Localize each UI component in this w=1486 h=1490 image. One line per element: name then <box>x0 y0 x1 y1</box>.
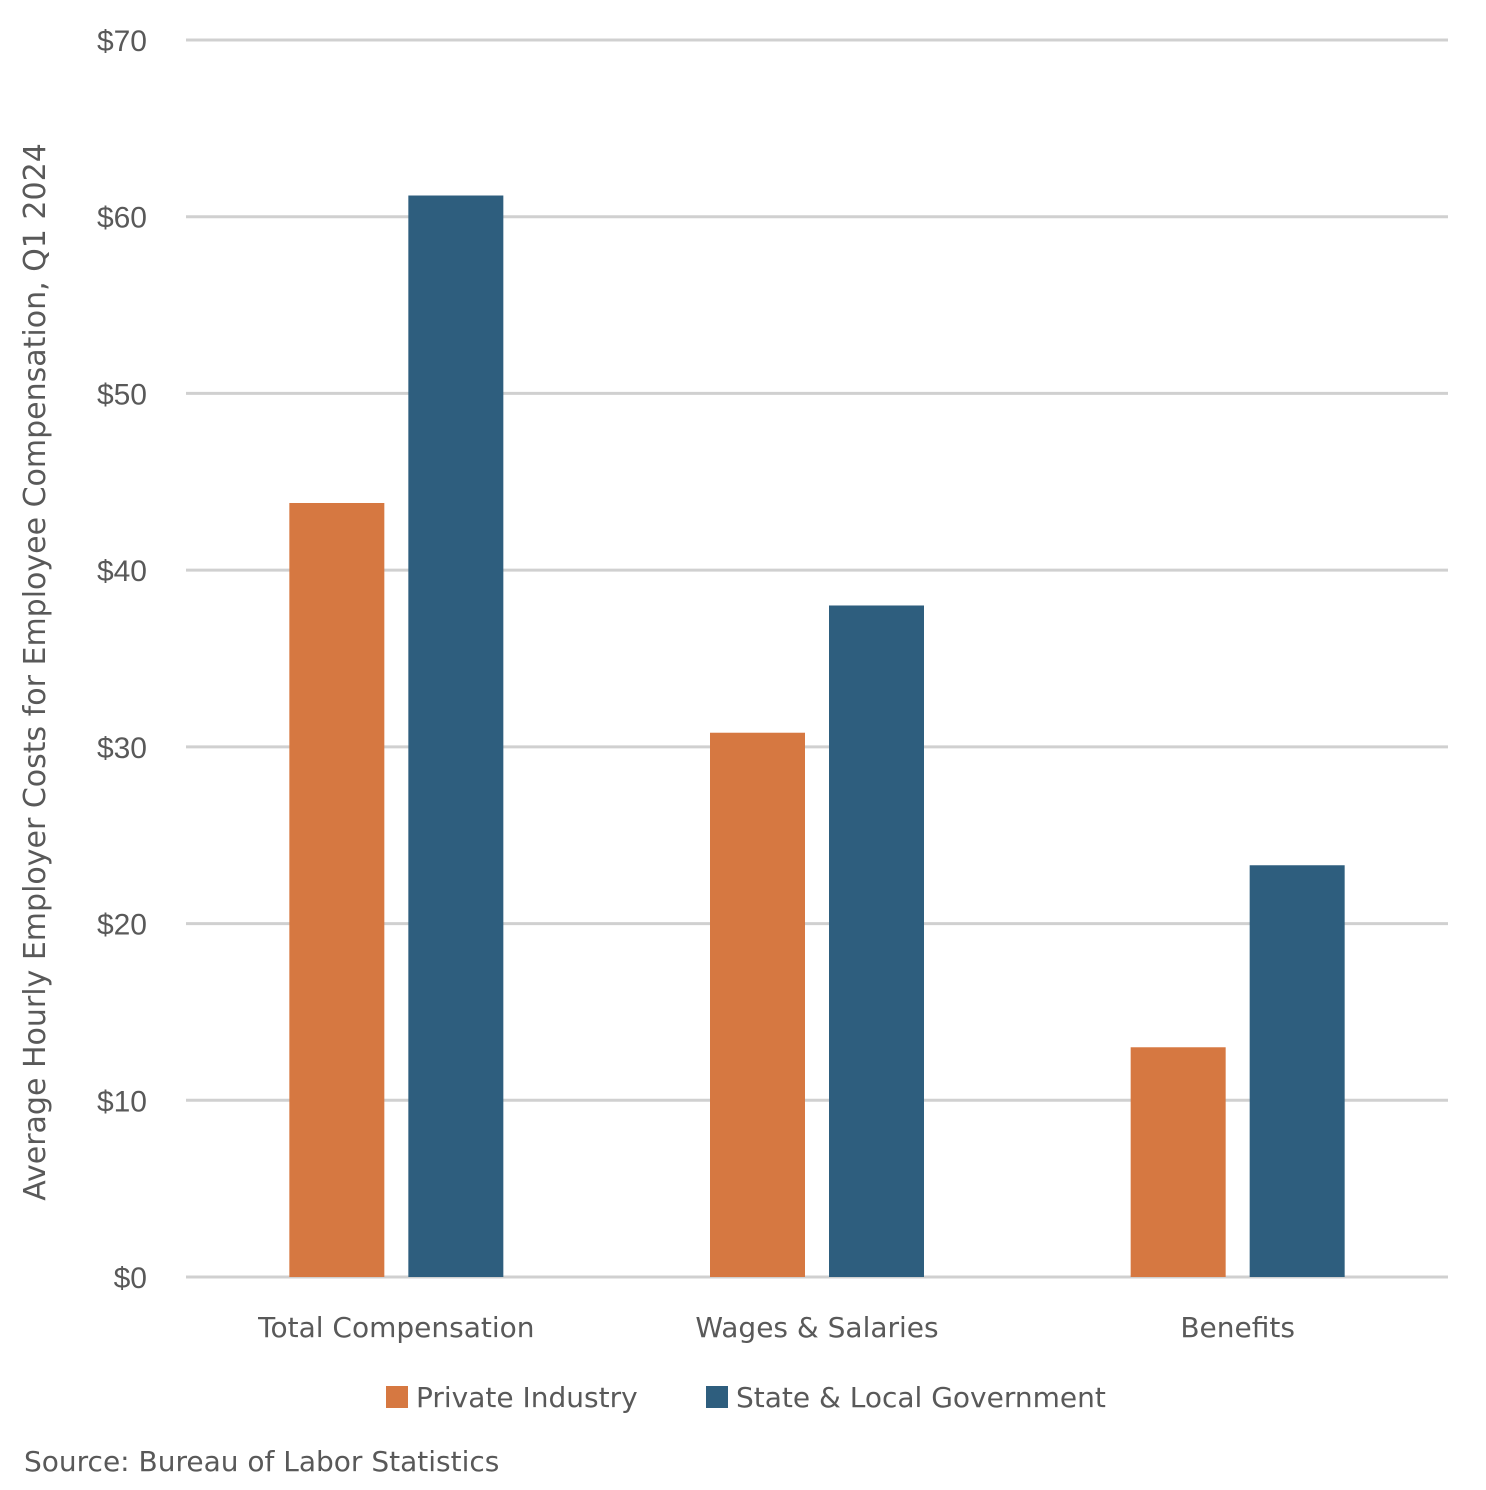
x-axis-categories: Total Compensation Wages & Salaries Benefi… <box>257 1311 1295 1344</box>
y-tick-label: $70 <box>97 25 147 58</box>
legend-label-state-local-government: State & Local Government <box>736 1381 1106 1414</box>
y-tick-label: $60 <box>97 202 147 235</box>
bar-private-industry-total-compensation <box>289 502 385 1277</box>
legend-swatch-state-local-government <box>706 1386 728 1408</box>
bars <box>289 195 1345 1278</box>
x-category-label: Benefits <box>1180 1311 1295 1344</box>
bar-state-local-government-wages-salaries <box>829 605 924 1277</box>
bar-state-local-government-benefits <box>1249 865 1345 1277</box>
bar-private-industry-benefits <box>1130 1047 1226 1277</box>
legend-label-private-industry: Private Industry <box>416 1381 638 1414</box>
y-axis-title: Average Hourly Employer Costs for Employ… <box>18 143 53 1201</box>
source-note: Source: Bureau of Labor Statistics <box>24 1445 499 1478</box>
legend-swatch-private-industry <box>386 1386 408 1408</box>
bar-state-local-government-total-compensation <box>408 195 504 1278</box>
y-tick-label: $10 <box>97 1085 147 1118</box>
y-tick-label: $0 <box>114 1262 147 1295</box>
bar-private-industry-wages-salaries <box>710 732 805 1277</box>
y-tick-label: $30 <box>97 732 147 765</box>
gridlines <box>186 38 1448 1279</box>
y-axis-ticks: $0 $10 $20 $30 $40 $50 $60 $70 <box>97 25 147 1295</box>
x-category-label: Wages & Salaries <box>695 1311 938 1344</box>
x-category-label: Total Compensation <box>257 1311 534 1344</box>
y-tick-label: $50 <box>97 378 147 411</box>
y-tick-label: $20 <box>97 909 147 942</box>
y-tick-label: $40 <box>97 555 147 588</box>
legend: Private Industry State & Local Governmen… <box>386 1381 1106 1414</box>
